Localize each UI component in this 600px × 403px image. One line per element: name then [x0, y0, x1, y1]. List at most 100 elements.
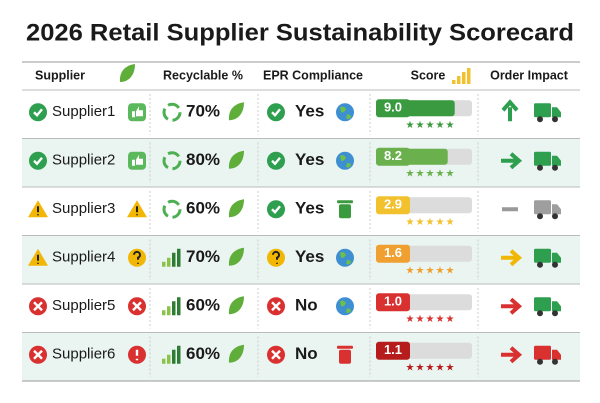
cross-mark — [271, 349, 281, 360]
cross-mark — [33, 349, 43, 360]
star: ★ — [426, 314, 435, 325]
question-mark — [272, 250, 280, 264]
star: ★ — [436, 120, 445, 131]
star: ★ — [446, 168, 455, 179]
cross-mark — [33, 301, 43, 312]
star: ★ — [436, 265, 445, 276]
star: ★ — [426, 168, 435, 179]
globe-land — [340, 252, 351, 265]
globe-land — [340, 106, 351, 120]
star: ★ — [436, 217, 445, 228]
star: ★ — [416, 120, 425, 131]
star: ★ — [426, 362, 435, 373]
truck-wheel — [537, 116, 543, 123]
trash-lid — [337, 200, 353, 204]
globe-land — [340, 300, 351, 314]
header-cell: Recyclable % — [163, 68, 243, 82]
title: 2026 Retail Supplier Sustainability Scor… — [26, 19, 574, 46]
globe-icon — [336, 151, 354, 170]
thumb-mark — [132, 154, 143, 166]
epr-status: No — [295, 344, 318, 363]
header-bars — [457, 76, 461, 84]
arrow-right — [501, 297, 523, 315]
score-value: 1.0 — [384, 294, 402, 309]
star: ★ — [416, 265, 425, 276]
truck-cab — [552, 349, 561, 360]
row-bg — [22, 284, 580, 333]
score-badge — [376, 293, 410, 312]
star: ★ — [416, 217, 425, 228]
truck-cab — [552, 301, 561, 312]
recyclable-pct: 80% — [186, 150, 220, 169]
bars-icon — [172, 301, 176, 316]
truck-wheel — [537, 164, 543, 171]
score-value: 1.6 — [384, 245, 402, 260]
star: ★ — [406, 265, 415, 276]
thumb-mark — [132, 106, 143, 118]
truck-wheel — [537, 213, 543, 220]
supplier-name: Supplier5 — [52, 297, 115, 314]
epr-status: Yes — [295, 199, 324, 218]
bars-icon — [162, 310, 166, 316]
row-bg — [22, 332, 580, 381]
truck-body — [534, 248, 551, 263]
star: ★ — [436, 314, 445, 325]
truck-wheel — [552, 358, 558, 365]
score-badge — [376, 147, 410, 166]
score-badge — [376, 99, 410, 118]
star: ★ — [426, 217, 435, 228]
bars-icon — [172, 349, 176, 364]
supplier-name: Supplier1 — [52, 103, 115, 120]
star: ★ — [406, 168, 415, 179]
star: ★ — [446, 314, 455, 325]
leaf-icon — [119, 64, 135, 82]
star: ★ — [406, 217, 415, 228]
truck-body — [534, 297, 551, 312]
supplier-name: Supplier3 — [52, 200, 115, 217]
header-cell: Order Impact — [490, 68, 569, 82]
star: ★ — [406, 362, 415, 373]
header-cell: Supplier — [35, 68, 85, 82]
epr-status: No — [295, 296, 318, 315]
truck-wheel — [537, 261, 543, 268]
header-bars — [467, 68, 471, 84]
score-badge — [376, 196, 410, 215]
recyclable-pct: 60% — [186, 199, 220, 218]
supplier-name: Supplier2 — [52, 152, 115, 169]
leaf-icon — [228, 296, 244, 315]
truck-wheel — [537, 310, 543, 317]
leaf-icon — [228, 150, 244, 169]
header-bars — [462, 72, 466, 84]
truck-cab — [552, 107, 561, 118]
question-mark — [133, 250, 141, 264]
arrow-right — [501, 249, 523, 267]
epr-status: Yes — [295, 150, 324, 169]
star: ★ — [436, 362, 445, 373]
score-badge — [376, 341, 410, 360]
header-cell: Score — [411, 68, 446, 82]
bars-icon — [162, 358, 166, 364]
globe-icon — [336, 103, 354, 122]
trash-icon — [339, 349, 351, 364]
row-bg — [22, 187, 580, 236]
recyclable-pct: 70% — [186, 247, 220, 266]
recyclable-pct: 60% — [186, 344, 220, 363]
check-mark — [33, 108, 43, 118]
recyclable-pct: 70% — [186, 102, 220, 121]
score-value: 9.0 — [384, 100, 402, 115]
truck-wheel — [552, 310, 558, 317]
truck-wheel — [552, 261, 558, 268]
check-mark — [33, 156, 43, 166]
star: ★ — [426, 120, 435, 131]
score-value: 2.9 — [384, 197, 402, 212]
cross-mark — [271, 301, 281, 312]
check-mark — [271, 205, 281, 215]
trash-icon — [339, 204, 351, 219]
star: ★ — [436, 168, 445, 179]
epr-status: Yes — [295, 102, 324, 121]
star: ★ — [416, 168, 425, 179]
star: ★ — [446, 217, 455, 228]
trash-lid — [337, 345, 353, 349]
star: ★ — [406, 314, 415, 325]
truck-cab — [552, 155, 561, 166]
